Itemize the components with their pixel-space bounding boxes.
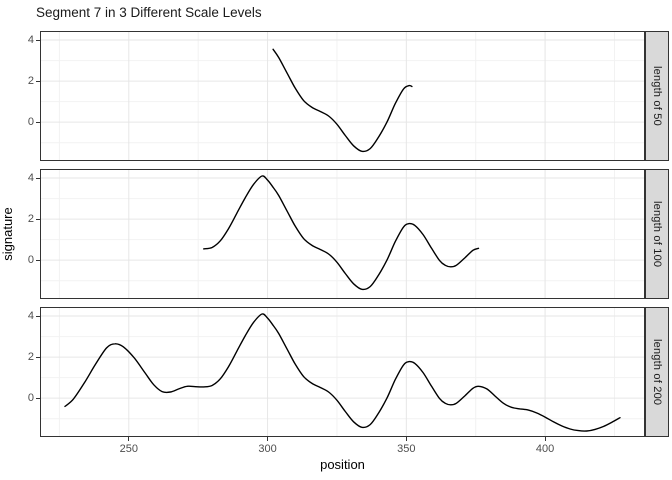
y-tick-label: 2 [27, 213, 34, 226]
strip-label: length of 200 [651, 338, 663, 406]
facet-row-length-50: length of 50 4 2 0 [0, 31, 672, 161]
y-tick-label: 2 [27, 75, 34, 88]
x-tick-mark [128, 437, 130, 441]
x-tick-label: 300 [258, 443, 277, 455]
panel-border [40, 307, 645, 437]
y-tick-mark [36, 121, 40, 123]
signature-curve [64, 313, 621, 432]
strip-label: length of 50 [651, 66, 663, 126]
page-title: Segment 7 in 3 Different Scale Levels [36, 5, 262, 20]
x-tick-mark [405, 437, 407, 441]
x-tick-label: 350 [397, 443, 416, 455]
y-tick-mark [36, 259, 40, 261]
y-tick-mark [36, 39, 40, 41]
facet-strip-length-100: length of 100 [645, 169, 669, 299]
x-axis: 250 300 350 400 [0, 437, 672, 477]
facet-strip-length-200: length of 200 [645, 307, 669, 437]
x-tick-mark [544, 437, 546, 441]
facet-panel-length-100 [40, 169, 645, 299]
y-tick-label: 2 [27, 351, 34, 364]
y-tick-label: 0 [27, 254, 34, 267]
y-tick-label: 4 [27, 34, 34, 47]
y-tick-label: 4 [27, 310, 34, 323]
x-axis-title: position [320, 457, 365, 472]
panel-border [40, 169, 645, 299]
strip-label: length of 100 [651, 200, 663, 268]
facet-row-length-100: length of 100 4 2 0 [0, 169, 672, 299]
panel-border [40, 31, 645, 161]
signature-curve [272, 48, 413, 153]
facet-panel-length-200 [40, 307, 645, 437]
y-tick-mark [36, 356, 40, 358]
y-tick-label: 0 [27, 392, 34, 405]
y-tick-mark [36, 397, 40, 399]
x-tick-label: 250 [119, 443, 138, 455]
panel-background [40, 169, 645, 299]
y-tick-label: 4 [27, 172, 34, 185]
y-tick-label: 0 [27, 116, 34, 129]
facet-strip-length-50: length of 50 [645, 31, 669, 161]
x-tick-mark [267, 437, 269, 441]
signature-curve [203, 175, 480, 291]
facet-row-length-200: length of 200 4 2 0 [0, 307, 672, 437]
facet-panel-length-50 [40, 31, 645, 161]
x-tick-label: 400 [535, 443, 555, 455]
panel-background [40, 307, 645, 437]
y-tick-mark [36, 80, 40, 82]
panel-background [40, 31, 645, 161]
y-tick-mark [36, 218, 40, 220]
y-tick-mark [36, 315, 40, 317]
y-tick-mark [36, 177, 40, 179]
